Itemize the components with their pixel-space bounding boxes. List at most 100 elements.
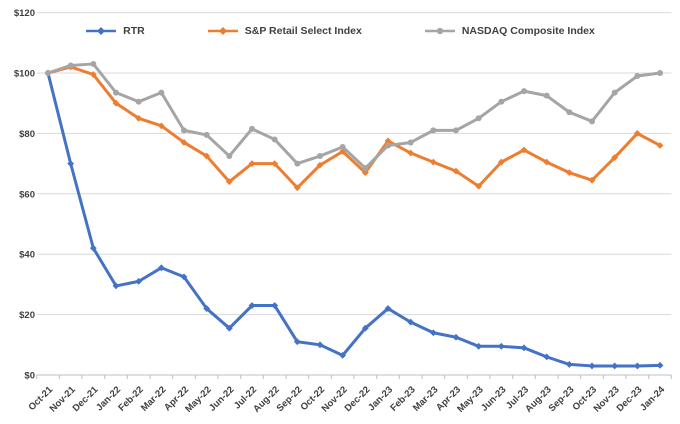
- data-point-marker: [656, 142, 664, 149]
- data-point-marker: [45, 70, 51, 76]
- data-point-marker: [520, 344, 528, 352]
- y-axis-label: $40: [19, 250, 35, 261]
- data-point-marker: [203, 305, 211, 312]
- data-point-marker: [384, 305, 392, 312]
- data-point-marker: [339, 351, 347, 359]
- data-point-marker: [181, 127, 187, 134]
- data-point-marker: [543, 158, 551, 166]
- y-axis-label: $0: [24, 371, 35, 382]
- data-point-marker: [112, 99, 120, 107]
- data-point-marker: [361, 324, 369, 332]
- data-point-marker: [565, 361, 573, 368]
- data-point-marker: [565, 169, 573, 177]
- data-point-marker: [294, 160, 301, 167]
- data-point-marker: [543, 353, 551, 361]
- x-axis-label: Jun-23: [479, 384, 508, 413]
- data-point-marker: [135, 98, 142, 105]
- data-point-marker: [339, 143, 346, 150]
- data-point-marker: [475, 182, 483, 190]
- data-point-marker: [634, 73, 641, 80]
- data-point-marker: [453, 127, 459, 134]
- data-point-marker: [521, 88, 527, 95]
- data-point-marker: [112, 282, 120, 290]
- data-point-marker: [90, 60, 97, 67]
- data-point-marker: [452, 333, 460, 341]
- data-point-marker: [588, 176, 596, 184]
- legend-item-sp-retail: S&P Retail Select Index: [207, 26, 362, 37]
- data-point-marker: [271, 160, 279, 167]
- data-point-marker: [589, 118, 595, 125]
- x-axis-label: Dec-23: [615, 384, 645, 414]
- x-axis-label: Dec-21: [71, 384, 101, 414]
- data-point-marker: [498, 98, 505, 105]
- data-point-marker: [566, 109, 573, 116]
- data-point-marker: [89, 71, 97, 78]
- data-point-marker: [407, 318, 415, 326]
- legend-marker-sp-retail-icon: [207, 27, 238, 36]
- y-axis-label: $80: [19, 129, 35, 140]
- data-point-marker: [226, 153, 233, 160]
- y-axis-label: $60: [19, 189, 35, 200]
- data-point-marker: [429, 329, 437, 337]
- data-point-marker: [225, 324, 233, 332]
- y-axis-label: $120: [14, 8, 35, 19]
- data-point-marker: [520, 146, 528, 154]
- x-axis-label: Jan-24: [638, 384, 668, 414]
- data-point-marker: [588, 362, 596, 370]
- data-point-marker: [271, 302, 279, 309]
- y-axis-label: $100: [14, 69, 35, 80]
- data-point-marker: [180, 273, 188, 281]
- data-point-marker: [203, 152, 211, 160]
- data-point-marker: [430, 127, 437, 134]
- data-point-marker: [293, 338, 301, 346]
- data-point-marker: [317, 153, 323, 160]
- data-point-marker: [611, 89, 618, 96]
- x-axis-label: Dec-22: [343, 384, 373, 414]
- legend-marker-nasdaq-icon: [424, 28, 455, 35]
- legend-item-rtr: RTR: [85, 26, 145, 37]
- x-axis-label: Sep-22: [275, 384, 305, 414]
- data-point-marker: [67, 160, 75, 167]
- legend-label-nasdaq: NASDAQ Composite Index: [461, 25, 595, 37]
- data-point-marker: [407, 139, 414, 146]
- data-point-marker: [157, 264, 165, 272]
- data-point-marker: [656, 361, 664, 369]
- data-point-marker: [611, 154, 619, 161]
- chart-legend: RTR S&P Retail Select Index NASDAQ Compo…: [0, 26, 680, 37]
- x-axis-label: Jun-22: [207, 384, 236, 413]
- data-point-marker: [633, 362, 641, 370]
- data-point-marker: [384, 137, 392, 145]
- data-point-marker: [497, 158, 505, 166]
- series-line-nasdaq-composite-index: [46, 62, 662, 170]
- data-point-marker: [157, 122, 165, 130]
- data-point-marker: [113, 89, 119, 96]
- data-point-marker: [203, 131, 210, 138]
- data-point-marker: [407, 149, 415, 157]
- series-line-rtr: [46, 71, 662, 368]
- data-point-marker: [611, 362, 619, 370]
- legend-marker-rtr-icon: [86, 27, 117, 36]
- data-point-marker: [657, 70, 663, 76]
- data-point-marker: [158, 89, 165, 96]
- data-point-marker: [339, 148, 347, 155]
- x-axis-label: Mar-23: [411, 384, 440, 413]
- data-point-marker: [361, 169, 369, 177]
- series-line-s-p-retail-select-index: [46, 65, 662, 190]
- x-axis-label: Mar-22: [139, 384, 168, 413]
- data-point-marker: [249, 125, 255, 132]
- data-point-marker: [89, 244, 97, 252]
- data-point-marker: [452, 167, 460, 175]
- data-point-marker: [248, 302, 256, 309]
- y-axis-label: $20: [19, 310, 35, 321]
- data-point-marker: [225, 178, 233, 186]
- data-point-marker: [67, 62, 74, 69]
- data-point-marker: [633, 130, 641, 137]
- data-point-marker: [248, 160, 256, 167]
- data-point-marker: [316, 161, 324, 169]
- data-point-marker: [385, 142, 391, 149]
- legend-label-rtr: RTR: [123, 25, 145, 37]
- data-point-marker: [362, 165, 369, 172]
- legend-item-nasdaq: NASDAQ Composite Index: [424, 26, 595, 37]
